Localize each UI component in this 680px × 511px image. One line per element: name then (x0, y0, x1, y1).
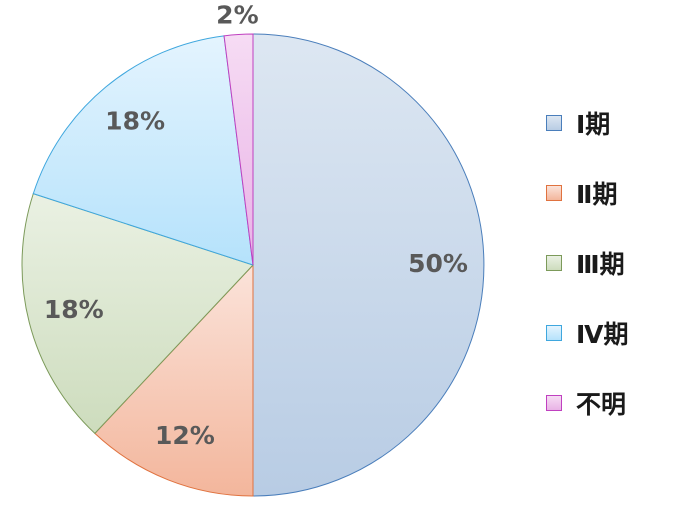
legend-swatch (546, 325, 562, 341)
slice-stage-1 (252, 33, 485, 497)
label-stage-2: 12% (155, 421, 215, 450)
label-stage-3: 18% (44, 295, 104, 324)
legend-item-unknown: 不明 (546, 388, 628, 419)
slice-stage-4 (32, 35, 254, 266)
legend-label: Ⅰ期 (576, 110, 611, 139)
slice-stage-2 (94, 263, 254, 497)
label-stage-1: 50% (408, 249, 468, 278)
legend-label: Ⅱ期 (576, 180, 618, 209)
legend-swatch (546, 395, 562, 411)
legend-item-stage-3: Ⅲ期 (546, 248, 628, 279)
legend-item-stage-2: Ⅱ期 (546, 178, 628, 209)
legend-label: Ⅲ期 (576, 250, 625, 279)
legend-swatch (546, 185, 562, 201)
slice-unknown (223, 33, 254, 266)
legend-item-stage-4: Ⅳ期 (546, 318, 629, 349)
legend-label: Ⅳ期 (576, 320, 629, 349)
slice-stage-3 (21, 192, 254, 435)
legend-swatch (546, 115, 562, 131)
label-unknown: 2% (216, 1, 258, 30)
legend: Ⅰ期 Ⅱ期 Ⅲ期 Ⅳ期 不明 (546, 108, 628, 458)
legend-swatch (546, 255, 562, 271)
legend-label: 不明 (576, 390, 627, 419)
label-stage-4: 18% (105, 107, 165, 136)
legend-item-stage-1: Ⅰ期 (546, 108, 628, 139)
